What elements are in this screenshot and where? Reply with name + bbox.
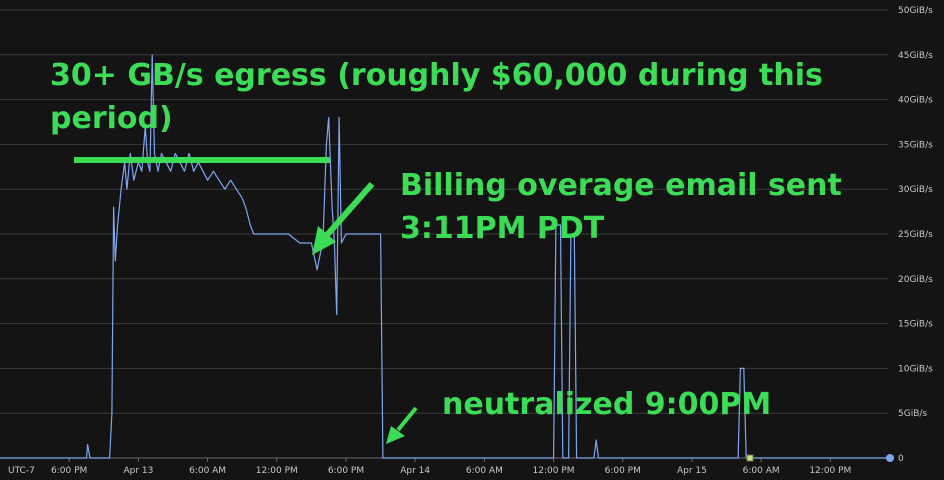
x-tick-label: 12:00 PM: [809, 466, 851, 476]
grid-lines: [0, 9, 888, 459]
y-tick-label: 45GiB/s: [898, 51, 933, 61]
neutralized-arrow-icon: [386, 426, 405, 444]
series-layer[interactable]: [0, 54, 888, 459]
x-tick-label: 6:00 PM: [605, 466, 641, 476]
x-tick-label: Apr 13: [123, 466, 153, 476]
billing-arrow-shaft: [324, 182, 375, 237]
y-tick-label: 25GiB/s: [898, 230, 933, 240]
x-tick-label: 12:00 PM: [533, 466, 575, 476]
annotation-billing-line2: 3:11PM PDT: [400, 211, 605, 246]
billing-arrow-icon: [312, 226, 336, 255]
annotation-billing-line1: Billing overage email sent: [400, 168, 842, 203]
series-end-dot[interactable]: [886, 454, 894, 462]
x-tick-label: 6:00 AM: [466, 466, 503, 476]
y-axis-ticks: 0 5GiB/s 10GiB/s 15GiB/s 20GiB/s 25GiB/s 30GiB…: [898, 6, 933, 464]
x-tick-label: 12:00 PM: [256, 466, 298, 476]
y-tick-label: 5GiB/s: [898, 409, 927, 419]
hover-marker-square[interactable]: [746, 454, 754, 462]
annotation-egress-line1: 30+ GB/s egress (roughly $60,000 during …: [50, 58, 823, 93]
series-line[interactable]: [0, 54, 888, 459]
y-tick-label: 10GiB/s: [898, 364, 933, 374]
x-tick-label: 6:00 PM: [51, 466, 87, 476]
neutralized-arrow-shaft: [396, 406, 418, 432]
x-tick-label: Apr 14: [400, 466, 430, 476]
x-tick-label: 6:00 AM: [743, 466, 780, 476]
timezone-label: UTC-7: [8, 466, 35, 476]
y-tick-label: 50GiB/s: [898, 6, 933, 16]
x-tick-label: 6:00 PM: [328, 466, 364, 476]
y-tick-label: 0: [898, 454, 904, 464]
annotation-billing: Billing overage email sent 3:11PM PDT: [312, 168, 842, 255]
annotation-egress-line2: period): [50, 101, 173, 136]
y-tick-label: 30GiB/s: [898, 185, 933, 195]
y-tick-label: 35GiB/s: [898, 140, 933, 150]
x-tick-label: Apr 15: [677, 466, 707, 476]
y-tick-label: 40GiB/s: [898, 96, 933, 106]
annotation-neutralized: neutralized 9:00PM: [386, 387, 771, 444]
x-axis-ticks: UTC-7 6:00 PM Apr 13 6:00 AM 12:00 PM 6:00 P…: [8, 458, 851, 476]
x-tick-label: 6:00 AM: [189, 466, 226, 476]
y-tick-label: 15GiB/s: [898, 320, 933, 330]
annotation-egress: 30+ GB/s egress (roughly $60,000 during …: [50, 58, 823, 163]
annotation-neutralized-text: neutralized 9:00PM: [442, 387, 771, 422]
y-tick-label: 20GiB/s: [898, 275, 933, 285]
